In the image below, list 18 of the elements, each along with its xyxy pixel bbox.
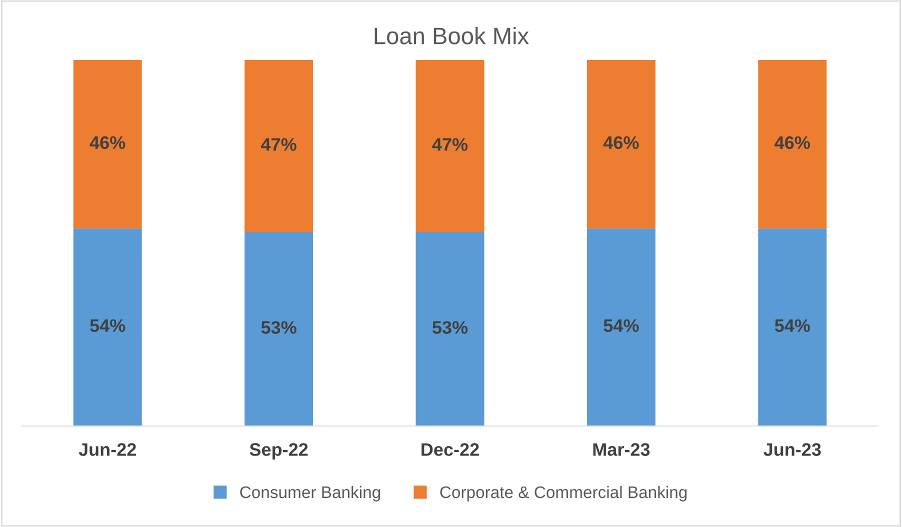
- data-label: 54%: [604, 319, 639, 332]
- data-label: 46%: [603, 136, 639, 150]
- x-tick-label: Dec-22: [422, 443, 479, 456]
- data-label: 54%: [90, 319, 126, 332]
- x-tick-label: Jun-23: [764, 443, 821, 456]
- data-label: 47%: [432, 138, 468, 151]
- data-label: 54%: [774, 319, 810, 332]
- chart-title: Loan Book Mix: [374, 26, 529, 44]
- data-label: 53%: [261, 321, 296, 334]
- legend-label: Consumer Banking: [240, 486, 380, 502]
- data-label: 47%: [261, 138, 296, 151]
- x-tick-label: Jun-22: [78, 443, 136, 456]
- data-label: 53%: [432, 321, 468, 334]
- x-tick-label: Mar-23: [593, 443, 650, 456]
- legend-label: Corporate & Commercial Banking: [440, 486, 687, 502]
- data-label: 46%: [90, 136, 126, 150]
- data-label: 46%: [774, 136, 810, 150]
- x-tick-label: Sep-22: [250, 443, 308, 460]
